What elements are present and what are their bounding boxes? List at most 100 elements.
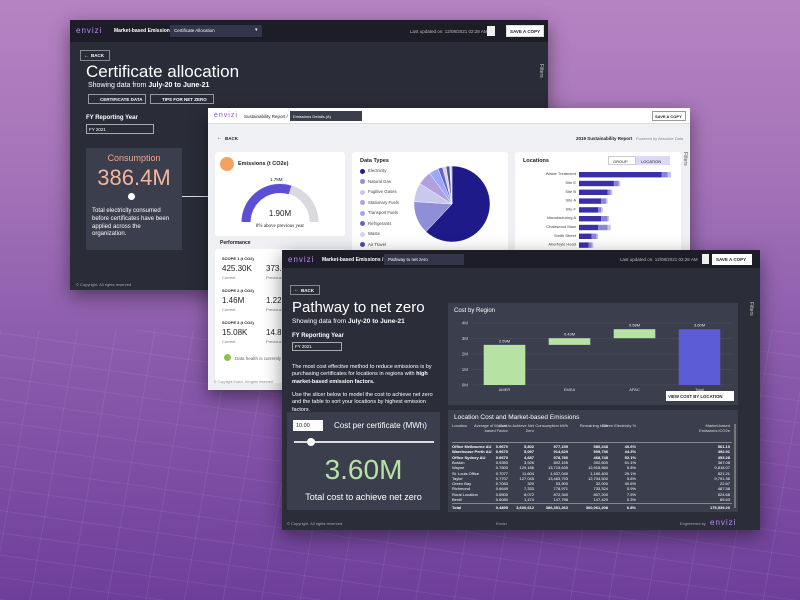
location-bar <box>579 242 589 248</box>
legend-label: Air Travel <box>368 241 387 247</box>
table-cell: Rural Location <box>452 491 478 497</box>
dropdown-caret: ▾ <box>255 27 258 33</box>
total-cell: 0.4895 <box>495 504 508 510</box>
location-bar <box>591 233 597 239</box>
y-tick-label: 2M <box>462 352 469 357</box>
table-cell: 3,926 <box>523 459 534 465</box>
group-toggle[interactable] <box>608 156 636 165</box>
page-selector-label: Emissions Details (A) <box>293 114 332 119</box>
table-cell: 12,918,560 <box>587 465 608 471</box>
table-cell: 8,072 <box>523 491 534 497</box>
breadcrumb[interactable]: Sustainability Report / <box>244 113 288 119</box>
filters-tab[interactable]: Filters <box>538 64 544 78</box>
breadcrumb[interactable]: Market-based Emissions / <box>114 28 176 34</box>
y-tick-label: 3M <box>462 336 469 341</box>
location-bar <box>598 224 608 231</box>
pathway-window: envizi Market-based Emissions / Pathway … <box>282 250 760 530</box>
table-cell: 802,155 <box>553 459 568 465</box>
cost-by-region-chart: 0M 1M 2M 3M 4M 2.59M AMER 0.43M EMEA 0.58M APAC 3.6… <box>462 321 732 392</box>
save-button[interactable] <box>712 254 752 265</box>
table-cell: 5.9% <box>626 486 636 492</box>
download-icon[interactable] <box>702 254 709 264</box>
back-button[interactable]: BACK <box>225 135 238 141</box>
save-button-label: SAVE A COPY <box>655 114 682 119</box>
save-button[interactable] <box>506 25 544 37</box>
filters-tab[interactable]: Filters <box>682 152 688 166</box>
connector-line <box>182 196 212 197</box>
back-button[interactable] <box>80 50 110 61</box>
scope-label: SCOPE 3 (t CO2) <box>222 320 254 325</box>
table-cell: 487.58 <box>717 486 730 492</box>
table-cell: 0.3% <box>626 497 636 502</box>
location-bar <box>601 207 603 213</box>
download-icon[interactable] <box>487 26 495 36</box>
locations-title: Locations <box>523 158 549 164</box>
legend-swatch <box>360 242 365 247</box>
last-updated: Last updated on: 12/08/2021 02:28 AM <box>410 29 488 34</box>
table-cell: Warehouse Perth AU <box>452 449 492 455</box>
table-cell: 320 <box>527 481 534 487</box>
paragraph-2: Use the slicer below to model the cost t… <box>292 392 433 413</box>
y-tick-label: 4M <box>462 321 469 326</box>
waterfall-bar <box>483 344 526 385</box>
scope-current: 425.30K <box>222 264 252 273</box>
location-bar <box>591 242 594 248</box>
table-cell: 32,000 <box>595 481 608 487</box>
legend-swatch <box>360 179 365 184</box>
page-selector[interactable] <box>384 254 464 265</box>
consumption-card <box>86 148 182 250</box>
footer-copyright: © Copyright. All rights reserved <box>287 521 343 526</box>
x-tick-label: APAC <box>629 387 640 392</box>
breadcrumb[interactable]: Market-based Emissions / <box>322 256 384 263</box>
fy-value: FY 2021 <box>89 126 106 132</box>
consumption-title: Consumption <box>107 153 161 163</box>
table-cell: 129,186 <box>519 465 534 471</box>
legend-label: Refrigerants <box>368 220 392 226</box>
save-button[interactable] <box>652 111 686 121</box>
location-bar <box>579 207 599 213</box>
emissions-comparison: 8% above previous year <box>255 224 305 229</box>
table-cell: Richmond <box>452 486 471 492</box>
logo: envizi <box>288 255 315 264</box>
table-cell: Boston <box>452 459 465 465</box>
table-cell: 22.67 <box>719 481 730 487</box>
table-cell: 0.7600 <box>495 465 508 471</box>
legend-swatch <box>360 189 365 195</box>
previous-label: Previous <box>266 307 282 312</box>
net-zero-cost: 3.60M <box>324 454 403 485</box>
table-cell: 509,736 <box>593 449 608 455</box>
scope-label: SCOPE 2 (t CO2) <box>222 288 254 293</box>
x-tick-label: EMEA <box>564 387 576 392</box>
subtitle-range: July-20 to June-21 <box>148 82 210 89</box>
fy-dropdown[interactable] <box>292 342 342 351</box>
table-cell: 29.1% <box>624 470 636 476</box>
x-tick-label: AMER <box>499 387 511 392</box>
view-cost-button[interactable] <box>666 391 734 401</box>
previous-marker: 1.78M <box>270 177 283 182</box>
scope-current: 15.08K <box>222 328 248 337</box>
tips-button[interactable] <box>150 94 214 104</box>
table-cell: 807,200 <box>593 491 608 497</box>
page-selector[interactable] <box>170 25 262 37</box>
filters-tab[interactable]: Filters <box>748 302 754 316</box>
slider-knob[interactable] <box>307 437 315 446</box>
location-bar <box>579 216 602 222</box>
data-health: Data health is currently good <box>235 356 293 361</box>
page-title: Certificate allocation <box>86 62 240 81</box>
certificate-data-button[interactable] <box>88 94 146 104</box>
total-cell: 3,600,612 <box>516 504 534 510</box>
subtitle-range: July-20 to June-21 <box>348 318 405 325</box>
location-toggle[interactable] <box>636 156 670 165</box>
header-rule <box>452 442 732 443</box>
fy-label: FY Reporting Year <box>292 333 344 339</box>
slider-input[interactable] <box>293 420 323 431</box>
table-cell: Wayne <box>452 465 465 471</box>
fy-dropdown[interactable] <box>86 124 154 134</box>
footer: © Copyright. All rights reserved <box>76 282 132 287</box>
page-selector[interactable] <box>290 111 362 121</box>
back-button[interactable] <box>290 285 320 295</box>
table-cell: St. Louis Office <box>452 470 480 476</box>
location-bar <box>618 180 621 187</box>
gauge-fill <box>241 184 292 223</box>
